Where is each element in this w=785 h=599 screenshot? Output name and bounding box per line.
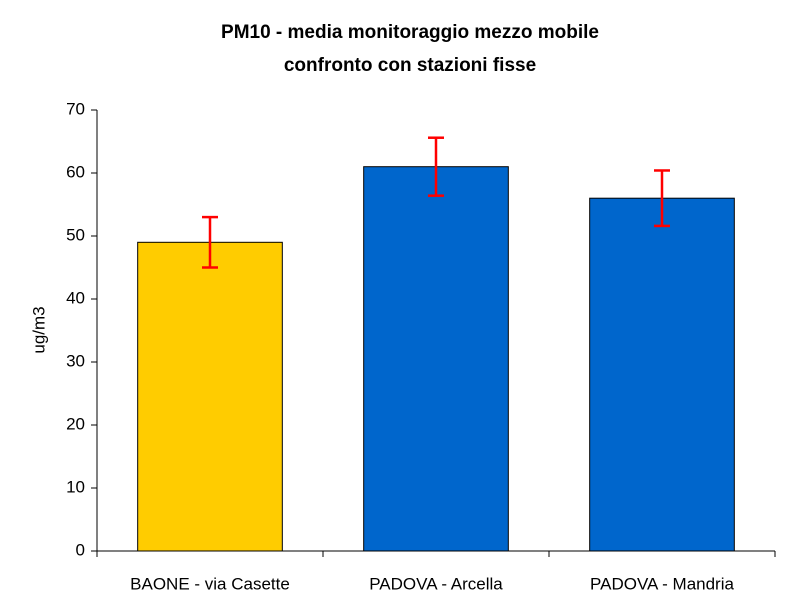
y-tick-label: 50 (66, 225, 85, 244)
bar (137, 241, 283, 552)
y-tick-label: 20 (66, 414, 85, 433)
bar (363, 166, 509, 552)
x-tick-label: BAONE - via Casette (130, 574, 290, 593)
chart-title: confronto con stazioni fisse (284, 55, 536, 76)
x-tick-label: PADOVA - Mandria (590, 574, 734, 593)
y-tick-label: 40 (66, 288, 85, 307)
y-axis-label: ug/m3 (29, 306, 48, 353)
chart-title: PM10 - media monitoraggio mezzo mobile (221, 22, 599, 43)
y-tick-label: 0 (76, 540, 85, 559)
y-tick-label: 70 (66, 99, 85, 118)
x-tick-label: PADOVA - Arcella (369, 574, 503, 593)
bar (589, 197, 735, 552)
y-tick-label: 60 (66, 162, 85, 181)
y-tick-label: 10 (66, 477, 85, 496)
y-tick-label: 30 (66, 351, 85, 370)
